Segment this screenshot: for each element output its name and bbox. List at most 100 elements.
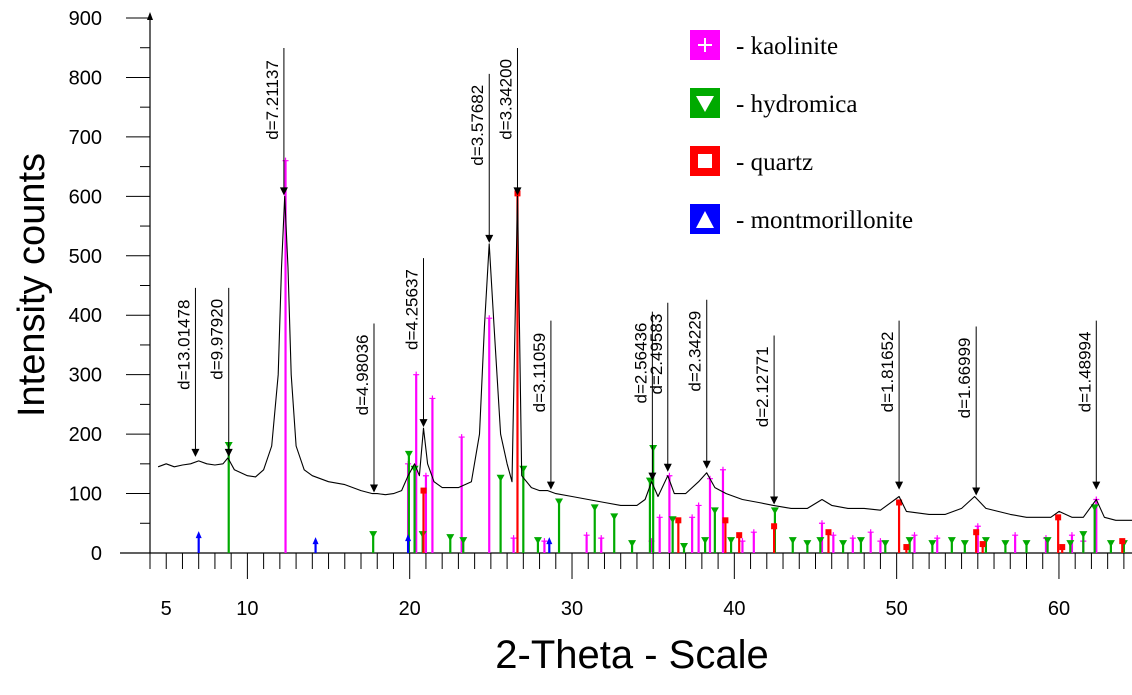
quartz-marker bbox=[1119, 538, 1126, 545]
x-tick-label: 20 bbox=[399, 598, 421, 620]
legend-triangle-down-icon bbox=[696, 96, 714, 112]
y-axis-arrow bbox=[147, 12, 153, 20]
hydromica-marker bbox=[533, 537, 542, 545]
peak-label: d=2.34229 bbox=[686, 311, 705, 392]
hydromica-marker bbox=[1066, 540, 1075, 548]
hydromica-marker bbox=[770, 507, 779, 515]
peak-marker: d=4.25637 bbox=[402, 258, 428, 428]
kaolinite-marker bbox=[541, 538, 548, 545]
quartz-marker bbox=[1059, 544, 1066, 551]
hydromica-marker bbox=[701, 537, 710, 545]
quartz-marker bbox=[736, 532, 743, 539]
montmorillonite-marker bbox=[312, 537, 319, 545]
hydromica-marker bbox=[1043, 537, 1052, 545]
kaolinite-marker bbox=[1012, 532, 1019, 539]
legend-triangle-up-icon bbox=[696, 211, 714, 228]
kaolinite-marker bbox=[934, 535, 941, 542]
peak-marker: d=1.48994 bbox=[1075, 320, 1101, 490]
peak-label: d=1.81652 bbox=[878, 332, 897, 413]
kaolinite-marker bbox=[583, 532, 590, 539]
legend-label: - kaolinite bbox=[736, 33, 838, 60]
hydromica-marker bbox=[649, 444, 658, 452]
series-quartz bbox=[420, 190, 1126, 553]
x-tick-label: 50 bbox=[886, 598, 908, 620]
peak-marker: d=2.49583 bbox=[647, 302, 672, 472]
peak-marker: d=3.34200 bbox=[496, 48, 522, 196]
peak-label: d=1.48994 bbox=[1075, 332, 1094, 413]
hydromica-marker bbox=[981, 537, 990, 545]
hydromica-marker bbox=[710, 507, 719, 515]
peak-arrow bbox=[702, 460, 711, 469]
hydromica-marker bbox=[404, 450, 413, 458]
x-axis-label: 2-Theta - Scale bbox=[495, 633, 768, 677]
peak-arrow bbox=[419, 419, 428, 428]
kaolinite-marker bbox=[656, 514, 663, 521]
peak-marker: d=1.66999 bbox=[955, 326, 981, 496]
kaolinite-marker bbox=[739, 538, 746, 545]
hydromica-marker bbox=[1079, 531, 1088, 539]
hydromica-marker bbox=[628, 540, 637, 548]
y-tick-label: 800 bbox=[69, 67, 102, 89]
legend-item: - kaolinite bbox=[690, 30, 838, 60]
kaolinite-marker bbox=[510, 535, 517, 542]
peak-marker: d=2.56436 bbox=[631, 311, 657, 481]
peak-label: d=13.01478 bbox=[174, 300, 193, 390]
x-tick-label: 60 bbox=[1048, 598, 1070, 620]
legend-square-icon bbox=[698, 154, 712, 168]
quartz-marker bbox=[973, 529, 980, 536]
hydromica-marker bbox=[610, 513, 619, 521]
quartz-marker bbox=[825, 529, 832, 536]
peak-marker: d=1.81652 bbox=[878, 320, 904, 490]
kaolinite-marker bbox=[689, 514, 696, 521]
diffraction-pattern-line bbox=[157, 195, 1132, 521]
peak-label: d=3.11059 bbox=[530, 333, 549, 413]
kaolinite-marker bbox=[750, 529, 757, 536]
kaolinite-marker bbox=[1068, 532, 1075, 539]
x-tick-label: 5 bbox=[161, 598, 172, 620]
y-tick-label: 300 bbox=[69, 365, 102, 387]
peak-arrow bbox=[513, 187, 522, 196]
peak-arrow bbox=[224, 448, 233, 457]
legend-item: - hydromica bbox=[690, 88, 857, 118]
peak-arrow bbox=[648, 472, 657, 481]
hydromica-marker bbox=[496, 474, 505, 482]
quartz-marker bbox=[896, 499, 903, 506]
peak-marker: d=3.57682 bbox=[468, 73, 494, 243]
y-tick-label: 0 bbox=[91, 543, 102, 565]
peak-marker: d=7.21137 bbox=[263, 48, 288, 196]
series-montmorillonite bbox=[195, 531, 553, 553]
kaolinite-marker bbox=[849, 535, 856, 542]
pattern-layer bbox=[157, 195, 1132, 521]
hydromica-marker bbox=[459, 537, 468, 545]
peak-label: d=2.12771 bbox=[753, 346, 772, 427]
quartz-marker bbox=[1055, 514, 1062, 521]
y-tick-label: 100 bbox=[69, 484, 102, 506]
peak-arrow bbox=[369, 484, 378, 493]
hydromica-marker bbox=[905, 537, 914, 545]
kaolinite-marker bbox=[486, 315, 493, 322]
peak-arrow bbox=[895, 481, 904, 490]
hydromica-marker bbox=[947, 537, 956, 545]
montmorillonite-marker bbox=[195, 531, 202, 539]
peak-label: d=3.34200 bbox=[496, 59, 515, 140]
legend-item: - quartz bbox=[690, 146, 813, 176]
quartz-marker bbox=[722, 517, 729, 524]
peak-arrow bbox=[1092, 481, 1101, 490]
y-tick-label: 700 bbox=[69, 127, 102, 149]
hydromica-marker bbox=[1022, 540, 1031, 548]
peak-label: d=7.21137 bbox=[263, 60, 282, 140]
peak-marker: d=13.01478 bbox=[174, 287, 200, 457]
legend-item: - montmorillonite bbox=[690, 204, 913, 234]
hydromica-marker bbox=[788, 537, 797, 545]
peak-arrow bbox=[546, 481, 555, 490]
peak-arrow bbox=[279, 187, 288, 196]
kaolinite-marker bbox=[413, 371, 420, 378]
montmorillonite-marker bbox=[405, 534, 412, 542]
quartz-marker bbox=[979, 541, 986, 548]
kaolinite-marker bbox=[422, 472, 429, 479]
peak-label: d=4.25637 bbox=[402, 269, 421, 350]
hydromica-marker bbox=[1001, 540, 1010, 548]
y-tick-label: 600 bbox=[69, 186, 102, 208]
y-tick-label: 400 bbox=[69, 305, 102, 327]
